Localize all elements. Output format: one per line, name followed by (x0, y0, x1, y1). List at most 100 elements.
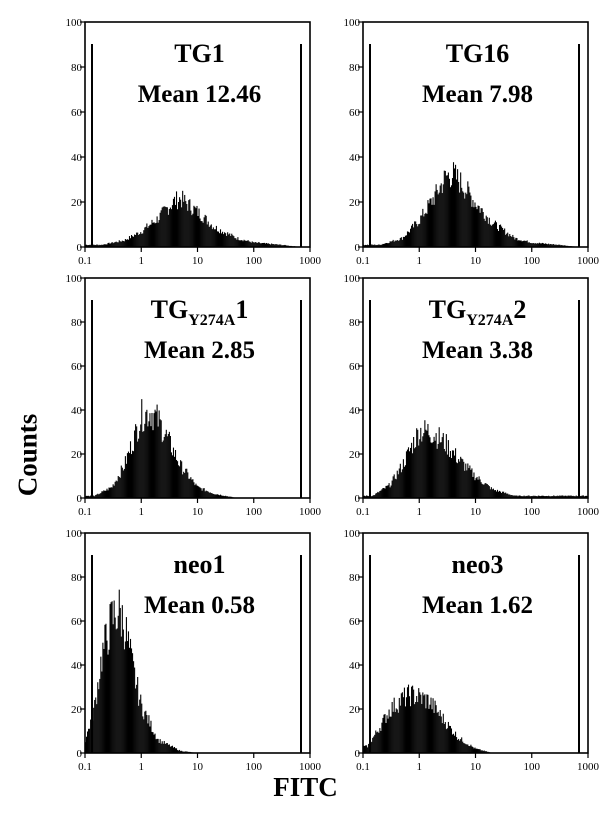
histogram-bar (368, 743, 370, 753)
histogram-bar (520, 496, 522, 498)
histogram-bar (475, 478, 477, 498)
histogram-bar (143, 719, 145, 753)
histogram-bar (390, 241, 392, 247)
histogram-bar (483, 484, 485, 498)
histogram-bar (113, 242, 115, 247)
histogram-bar (129, 238, 132, 247)
histogram-bar (217, 494, 220, 498)
histogram-bar (432, 698, 434, 753)
histogram-bar (124, 641, 126, 753)
histogram-bar (234, 238, 236, 247)
histogram-bar (464, 743, 466, 753)
histogram-bar (433, 436, 435, 498)
histogram-bar (164, 434, 166, 498)
histogram-bar (124, 239, 126, 247)
histogram-bar (526, 496, 528, 498)
x-tick-label: 1 (417, 761, 423, 773)
histogram-bar (476, 209, 478, 247)
x-tick-label: 100 (524, 255, 541, 267)
histogram-bar (470, 195, 472, 247)
histogram-bar (457, 463, 459, 498)
histogram-bar (451, 734, 454, 753)
x-tick-label: 10 (470, 506, 482, 518)
histogram-bar (398, 468, 400, 498)
histogram-bar (198, 208, 200, 247)
histogram-bar (94, 244, 96, 247)
histogram-bar (432, 197, 434, 247)
histogram-bar (225, 495, 227, 498)
histogram-bar (165, 429, 167, 498)
histogram-bar (100, 245, 102, 247)
histogram-bar (114, 617, 116, 753)
histogram-bar (431, 204, 433, 247)
y-tick-label: 20 (71, 197, 83, 209)
histogram-bar (154, 733, 156, 753)
histogram-bar (510, 495, 512, 498)
histogram-bar (204, 491, 206, 498)
panel-title: TG16 (446, 39, 510, 68)
histogram-bar (272, 244, 274, 247)
histogram-panel-1: 0 20 40 60 80 100 0.1 1 10 100 1000 TG1 Mean 12.46 (66, 17, 322, 267)
histogram-bar (101, 244, 103, 247)
histogram-bar (177, 461, 179, 498)
histogram-bar (222, 231, 224, 247)
histogram-bar (561, 495, 563, 498)
histogram-bar (211, 229, 213, 247)
histogram-bar (162, 206, 164, 247)
histogram-bar (448, 178, 450, 247)
histogram-bar (411, 442, 413, 498)
histogram-bar (421, 441, 423, 498)
histogram-bar (97, 244, 99, 247)
x-tick-label: 1 (417, 506, 423, 518)
x-tick-label: 100 (524, 506, 541, 518)
y-tick-label: 100 (344, 17, 361, 29)
histogram-bar (159, 739, 161, 753)
histogram-bar (137, 441, 139, 498)
histogram-bar (126, 239, 128, 247)
histogram-bar (125, 617, 127, 753)
histogram-bar (480, 208, 482, 247)
histogram-bar (581, 495, 583, 498)
histogram-bar (381, 244, 383, 247)
histogram-bar (387, 485, 389, 498)
histogram-bar (460, 456, 462, 498)
histogram-bar (100, 493, 102, 498)
histogram-bar (485, 215, 487, 247)
histogram-bar (443, 448, 445, 498)
x-tick-label: 1 (417, 255, 423, 267)
histogram-bar (380, 730, 382, 753)
histogram-bar (108, 649, 110, 753)
histogram-bar (412, 453, 414, 498)
histogram-bar (398, 240, 400, 247)
histogram-bar (236, 239, 238, 247)
histogram-bar (460, 172, 462, 247)
histogram-bar (214, 494, 216, 498)
histogram-bar (214, 229, 216, 247)
histogram-bar (527, 242, 529, 247)
histogram-bar (182, 474, 184, 498)
panel-title-suffix: 1 (235, 295, 248, 324)
histogram-bar (269, 243, 271, 247)
histogram-bar (553, 495, 555, 498)
histogram-bar (169, 436, 171, 498)
histogram-bar (503, 491, 505, 498)
histogram-bar (167, 433, 169, 498)
histogram-bar (555, 496, 557, 498)
histogram-bar (550, 496, 552, 498)
y-tick-label: 100 (66, 17, 83, 29)
panel-mean: Mean 12.46 (138, 81, 262, 108)
histogram-bar (183, 471, 185, 498)
histogram-bar (89, 244, 91, 247)
histogram-bar (178, 465, 180, 498)
histogram-bar (153, 413, 155, 498)
histogram-bar (524, 240, 526, 247)
histogram-bar (117, 475, 119, 498)
histogram-bar (440, 716, 442, 753)
histogram-bar (471, 468, 473, 498)
histogram-bar (480, 482, 482, 498)
histogram-bar (518, 495, 520, 498)
panel-mean: Mean 3.38 (422, 337, 533, 364)
histogram-bar (218, 495, 221, 498)
histogram-bar (382, 243, 384, 247)
plot-frame (84, 277, 311, 499)
